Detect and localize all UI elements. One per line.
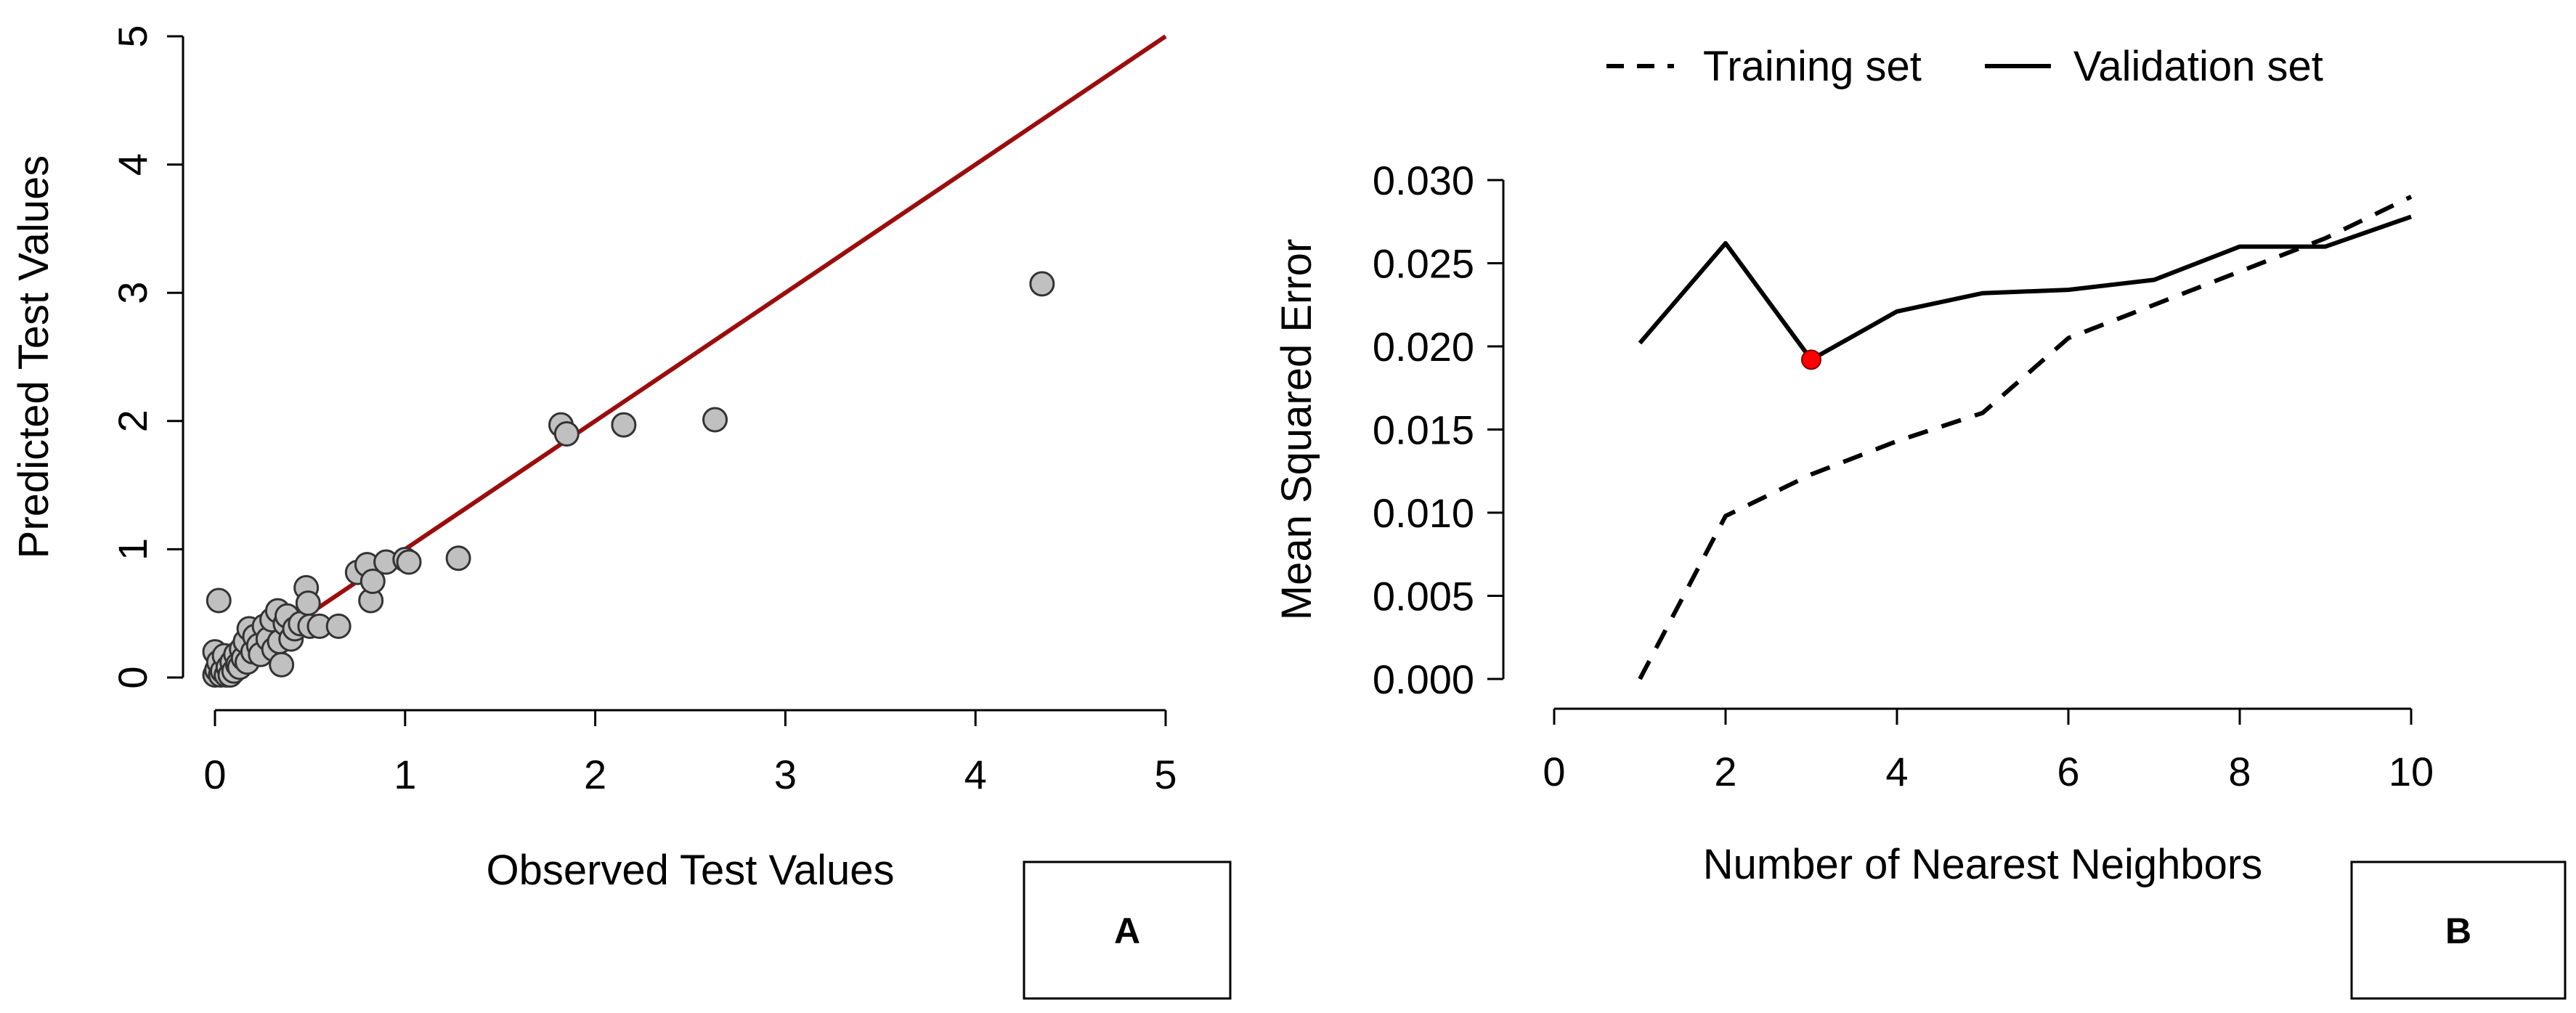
scatter-point bbox=[553, 420, 580, 447]
y-tick-label-b: 0.015 bbox=[1373, 407, 1474, 453]
x-tick-label-b: 4 bbox=[1885, 749, 1908, 794]
y-tick-label-b: 0.005 bbox=[1373, 574, 1474, 619]
y-tick-label-b: 0.010 bbox=[1373, 490, 1474, 536]
x-tick-label-b: 6 bbox=[2057, 749, 2079, 794]
x-tick-label-b: 8 bbox=[2228, 749, 2251, 794]
scatter-point bbox=[1029, 271, 1055, 297]
y-tick-label-b: 0.020 bbox=[1373, 324, 1474, 370]
panel-label-box-b bbox=[2350, 861, 2567, 1000]
x-tick-label-b: 2 bbox=[1714, 749, 1736, 794]
y-axis-title-b: Mean Squared Error bbox=[1273, 239, 1320, 620]
y-tick-label-a: 5 bbox=[110, 25, 155, 47]
scatter-point bbox=[445, 545, 471, 571]
panel-label-box-a bbox=[1023, 861, 1232, 1000]
scatter-point bbox=[702, 407, 728, 433]
y-axis-title-a: Predicted Test Values bbox=[10, 155, 57, 559]
scatter-point bbox=[396, 549, 422, 575]
series-line-validation-set bbox=[1638, 214, 2412, 362]
panel-label-a: A bbox=[1114, 911, 1140, 951]
legend-label-validation-set: Validation set bbox=[2073, 43, 2323, 90]
x-tick-label-a: 0 bbox=[203, 752, 226, 797]
best-k-highlight-point bbox=[1801, 349, 1821, 370]
x-tick-label-a: 4 bbox=[964, 752, 987, 797]
panel-label-b: B bbox=[2445, 911, 2471, 951]
scatter-point bbox=[295, 590, 321, 617]
x-axis-title-b: Number of Nearest Neighbors bbox=[1703, 841, 2262, 888]
panel-a-axes: 0 1 2 3 4 5 0 1 2 3 4 5 bbox=[110, 25, 1177, 797]
x-tick-label-a: 3 bbox=[774, 752, 797, 797]
scatter-point bbox=[611, 412, 637, 438]
panel-b-line-chart: 0 2 4 6 8 10 0.000 0.005 0.010 0.015 0.020 0.025 0.0… bbox=[1273, 43, 2567, 1000]
scatter-point bbox=[325, 613, 352, 639]
y-tick-label-a: 1 bbox=[110, 538, 155, 561]
y-tick-label-a: 0 bbox=[110, 666, 155, 688]
x-tick-label-b: 10 bbox=[2389, 749, 2434, 794]
y-tick-label-a: 2 bbox=[110, 410, 155, 432]
x-tick-label-a: 1 bbox=[394, 752, 416, 797]
x-tick-label-a: 2 bbox=[584, 752, 606, 797]
y-tick-label-a: 3 bbox=[110, 282, 155, 304]
scatter-points bbox=[202, 271, 1055, 688]
legend: Training set Validation set bbox=[1606, 43, 2323, 90]
scatter-point bbox=[206, 587, 232, 614]
legend-label-training-set: Training set bbox=[1703, 43, 1922, 90]
scatter-point bbox=[359, 569, 386, 595]
y-tick-label-b: 0.000 bbox=[1373, 656, 1474, 702]
series-line-training-set bbox=[1638, 195, 2413, 680]
series-lines bbox=[1638, 195, 2413, 680]
y-tick-label-b: 0.025 bbox=[1373, 241, 1474, 287]
panel-a-scatter-chart: 0 1 2 3 4 5 0 1 2 3 4 5 Observed Test Values Predic… bbox=[10, 25, 1232, 1000]
x-tick-label-b: 0 bbox=[1543, 749, 1565, 794]
x-tick-label-a: 5 bbox=[1154, 752, 1177, 797]
scatter-point bbox=[269, 651, 295, 678]
panel-b-axes: 0 2 4 6 8 10 0.000 0.005 0.010 0.015 0.020 0.025 0.0… bbox=[1373, 158, 2434, 794]
y-tick-label-b: 0.030 bbox=[1373, 158, 1474, 203]
x-axis-title-a: Observed Test Values bbox=[486, 847, 894, 894]
y-tick-label-a: 4 bbox=[110, 153, 155, 176]
